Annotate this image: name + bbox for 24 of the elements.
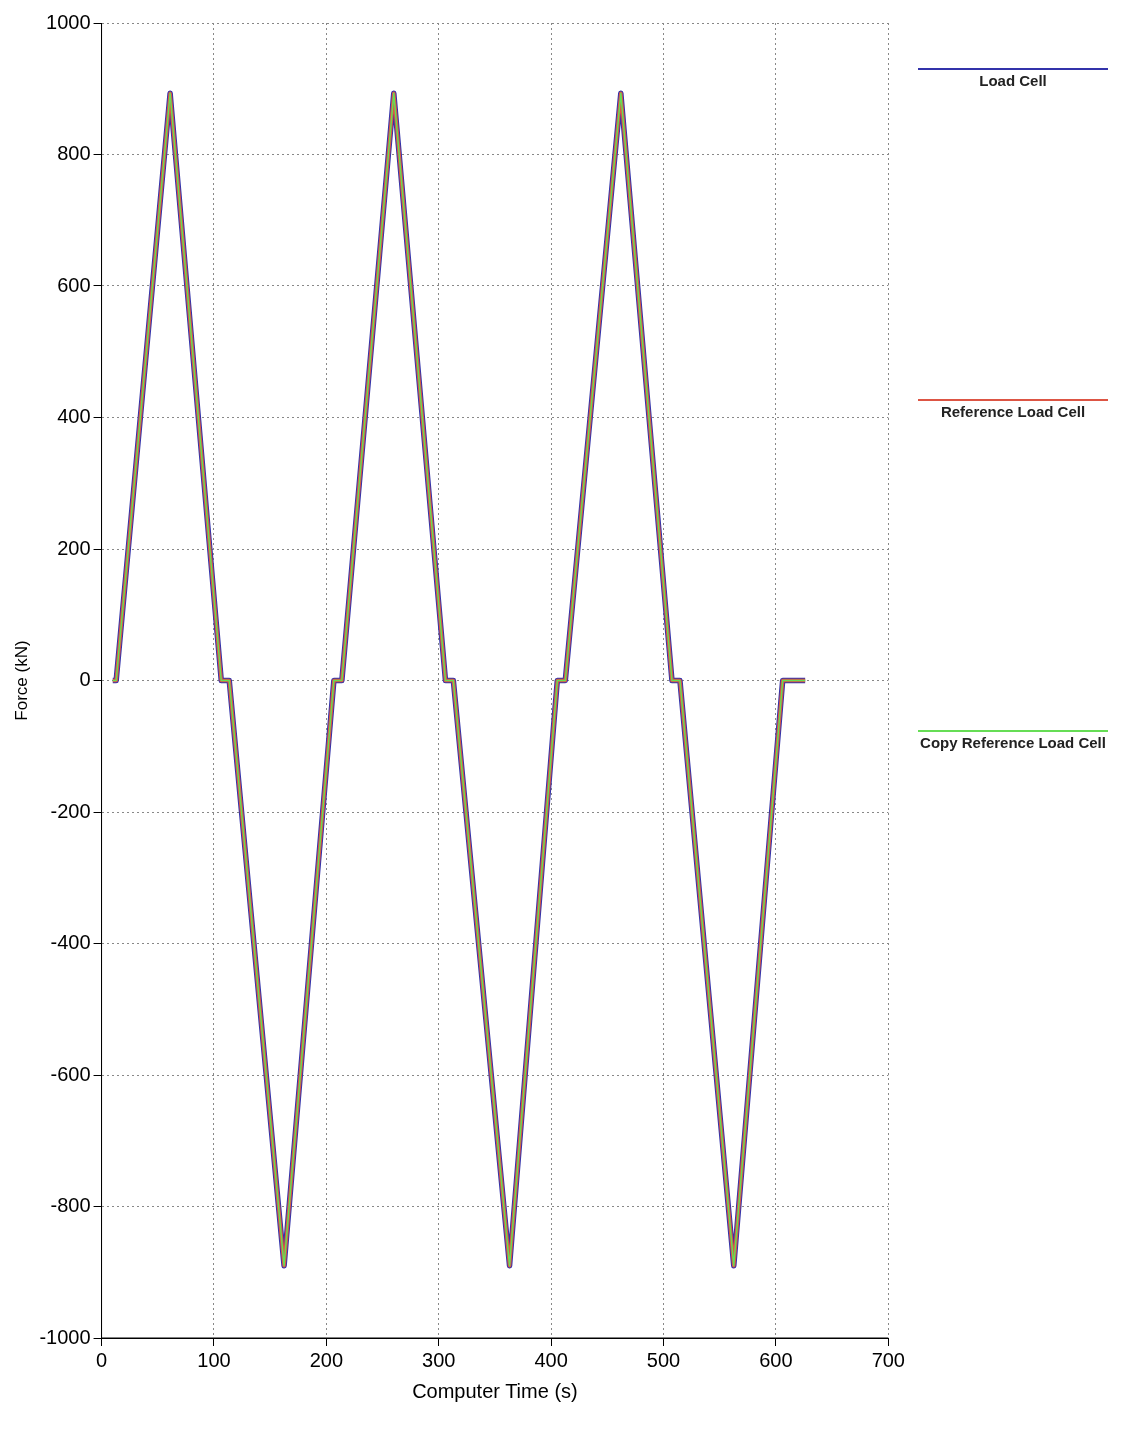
y-tick-label: 200: [57, 536, 91, 559]
y-tick-label: -400: [50, 931, 91, 954]
text: Copy Reference Load Cell: [919, 734, 1107, 751]
x-tick-label: 300: [422, 1348, 456, 1371]
text: Load Cell: [978, 72, 1048, 89]
x-axis-title: Computer Time (s): [412, 1379, 578, 1402]
x-tick-label: 400: [534, 1348, 568, 1371]
y-tick-label: -200: [50, 799, 91, 822]
x-tick-label: 500: [646, 1348, 681, 1371]
text: Reference Load Cell: [939, 403, 1087, 420]
y-axis-title: Force (kN): [11, 640, 31, 721]
x-tick-label: 600: [759, 1348, 793, 1371]
x-tick-label: 0: [95, 1348, 108, 1371]
y-tick-label: -1000: [39, 1325, 91, 1348]
y-tick-label: 400: [57, 405, 91, 428]
x-tick-label: 200: [309, 1348, 344, 1371]
y-tick-label: 1000: [46, 10, 91, 33]
y-tick-label: -600: [50, 1062, 91, 1085]
x-tick-label: 700: [871, 1348, 905, 1371]
y-tick-label: 800: [57, 142, 91, 165]
y-tick-label: 600: [57, 273, 91, 296]
y-tick-label: -800: [50, 1194, 91, 1217]
y-tick-label: 0: [79, 668, 91, 691]
x-tick-label: 100: [197, 1348, 231, 1371]
